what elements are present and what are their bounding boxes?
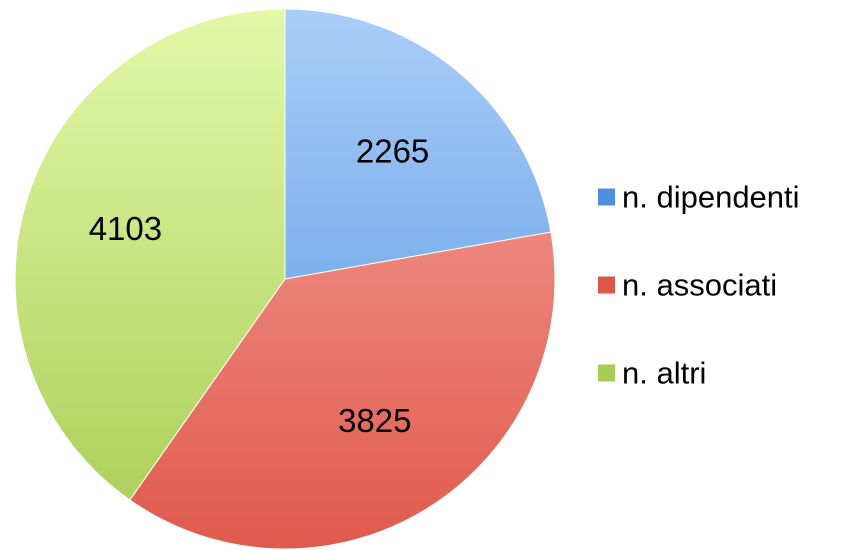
pie-slice-n-associati: [129, 231, 556, 550]
pie-slices: [14, 8, 556, 550]
pie-value-label: 3825: [338, 402, 411, 439]
pie-value-labels: 2265 3825 4103: [89, 132, 430, 439]
chart-legend: n. dipendenti n. associati n. altri: [598, 180, 800, 391]
legend-swatch: [598, 364, 615, 382]
legend-swatch: [598, 276, 615, 294]
pie-slice-n-dipendenti: [284, 8, 552, 280]
pie-value-label: 4103: [89, 210, 162, 247]
legend-label: n. altri: [622, 356, 706, 391]
legend-item: n. altri: [598, 356, 706, 391]
legend-label: n. dipendenti: [622, 180, 800, 215]
legend-label: n. associati: [622, 268, 777, 303]
legend-item: n. dipendenti: [598, 180, 800, 215]
legend-swatch: [598, 188, 615, 206]
pie-slice-n-altri: [14, 8, 286, 501]
pie-value-label: 2265: [356, 132, 429, 169]
legend-item: n. associati: [598, 268, 777, 303]
